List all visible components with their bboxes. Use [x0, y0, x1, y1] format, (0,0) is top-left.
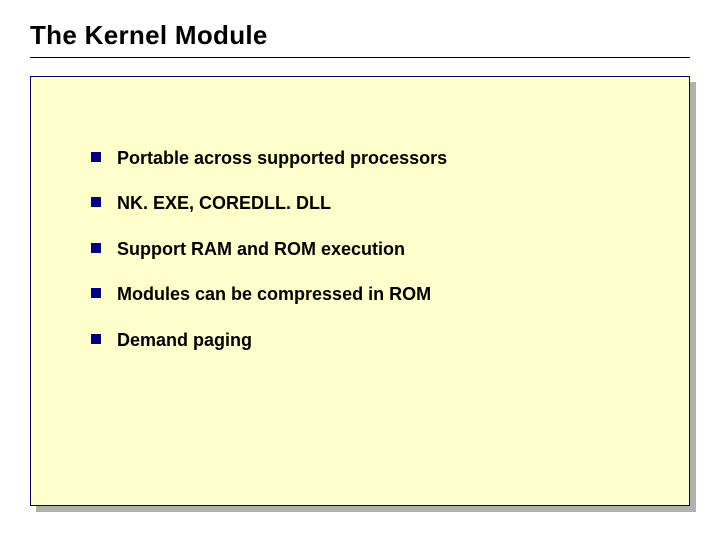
slide-container: The Kernel Module Portable across suppor…	[0, 0, 720, 540]
title-underline	[30, 57, 690, 58]
bullet-list: Portable across supported processors NK.…	[91, 147, 639, 352]
square-bullet-icon	[91, 197, 101, 207]
bullet-text: Support RAM and ROM execution	[117, 238, 405, 261]
bullet-text: Portable across supported processors	[117, 147, 447, 170]
square-bullet-icon	[91, 243, 101, 253]
square-bullet-icon	[91, 152, 101, 162]
list-item: Support RAM and ROM execution	[91, 238, 639, 261]
list-item: NK. EXE, COREDLL. DLL	[91, 192, 639, 215]
list-item: Demand paging	[91, 329, 639, 352]
bullet-text: NK. EXE, COREDLL. DLL	[117, 192, 331, 215]
list-item: Portable across supported processors	[91, 147, 639, 170]
slide-title: The Kernel Module	[30, 20, 690, 51]
content-wrapper: Portable across supported processors NK.…	[30, 76, 690, 506]
square-bullet-icon	[91, 334, 101, 344]
content-box: Portable across supported processors NK.…	[30, 76, 690, 506]
bullet-text: Demand paging	[117, 329, 252, 352]
bullet-text: Modules can be compressed in ROM	[117, 283, 431, 306]
square-bullet-icon	[91, 288, 101, 298]
list-item: Modules can be compressed in ROM	[91, 283, 639, 306]
